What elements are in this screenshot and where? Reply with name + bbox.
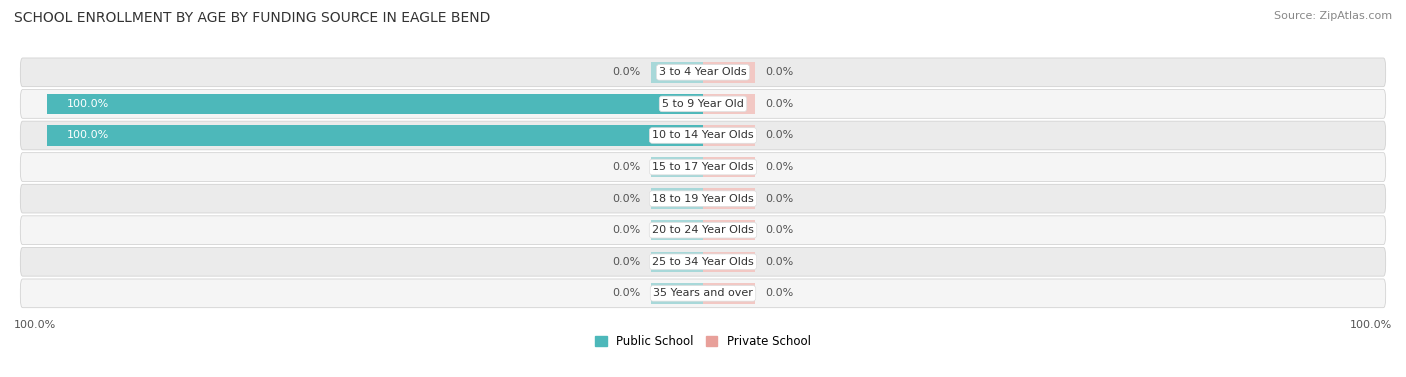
Text: 3 to 4 Year Olds: 3 to 4 Year Olds: [659, 67, 747, 77]
Bar: [651, 220, 703, 241]
Bar: [651, 157, 703, 177]
FancyBboxPatch shape: [20, 153, 1386, 181]
Text: 100.0%: 100.0%: [1350, 320, 1392, 329]
Bar: [651, 188, 703, 209]
Text: 0.0%: 0.0%: [613, 257, 641, 267]
Text: 18 to 19 Year Olds: 18 to 19 Year Olds: [652, 194, 754, 204]
Text: 0.0%: 0.0%: [765, 130, 793, 141]
Text: 0.0%: 0.0%: [613, 225, 641, 235]
Text: 0.0%: 0.0%: [765, 162, 793, 172]
FancyBboxPatch shape: [20, 184, 1386, 213]
Bar: [703, 251, 755, 272]
Bar: [46, 125, 703, 146]
Text: 100.0%: 100.0%: [66, 99, 108, 109]
Text: 0.0%: 0.0%: [765, 257, 793, 267]
Bar: [651, 251, 703, 272]
FancyBboxPatch shape: [20, 279, 1386, 308]
Text: 100.0%: 100.0%: [14, 320, 56, 329]
Text: 100.0%: 100.0%: [66, 130, 108, 141]
Text: 0.0%: 0.0%: [765, 288, 793, 298]
Text: 0.0%: 0.0%: [613, 162, 641, 172]
Bar: [703, 62, 755, 83]
Text: 35 Years and over: 35 Years and over: [652, 288, 754, 298]
Bar: [651, 62, 703, 83]
Legend: Public School, Private School: Public School, Private School: [595, 335, 811, 348]
Text: 10 to 14 Year Olds: 10 to 14 Year Olds: [652, 130, 754, 141]
Bar: [703, 283, 755, 303]
Bar: [46, 93, 703, 114]
FancyBboxPatch shape: [20, 121, 1386, 150]
Text: 25 to 34 Year Olds: 25 to 34 Year Olds: [652, 257, 754, 267]
Bar: [703, 93, 755, 114]
Text: 0.0%: 0.0%: [765, 225, 793, 235]
Text: Source: ZipAtlas.com: Source: ZipAtlas.com: [1274, 11, 1392, 21]
Text: 15 to 17 Year Olds: 15 to 17 Year Olds: [652, 162, 754, 172]
Text: 5 to 9 Year Old: 5 to 9 Year Old: [662, 99, 744, 109]
Bar: [703, 125, 755, 146]
Bar: [651, 283, 703, 303]
Text: 0.0%: 0.0%: [765, 99, 793, 109]
Text: 0.0%: 0.0%: [765, 67, 793, 77]
Text: SCHOOL ENROLLMENT BY AGE BY FUNDING SOURCE IN EAGLE BEND: SCHOOL ENROLLMENT BY AGE BY FUNDING SOUR…: [14, 11, 491, 25]
Text: 0.0%: 0.0%: [613, 67, 641, 77]
FancyBboxPatch shape: [20, 90, 1386, 118]
Bar: [703, 157, 755, 177]
Text: 0.0%: 0.0%: [613, 194, 641, 204]
FancyBboxPatch shape: [20, 58, 1386, 87]
Text: 0.0%: 0.0%: [613, 288, 641, 298]
FancyBboxPatch shape: [20, 216, 1386, 245]
FancyBboxPatch shape: [20, 247, 1386, 276]
Text: 20 to 24 Year Olds: 20 to 24 Year Olds: [652, 225, 754, 235]
Bar: [703, 188, 755, 209]
Bar: [703, 220, 755, 241]
Text: 0.0%: 0.0%: [765, 194, 793, 204]
